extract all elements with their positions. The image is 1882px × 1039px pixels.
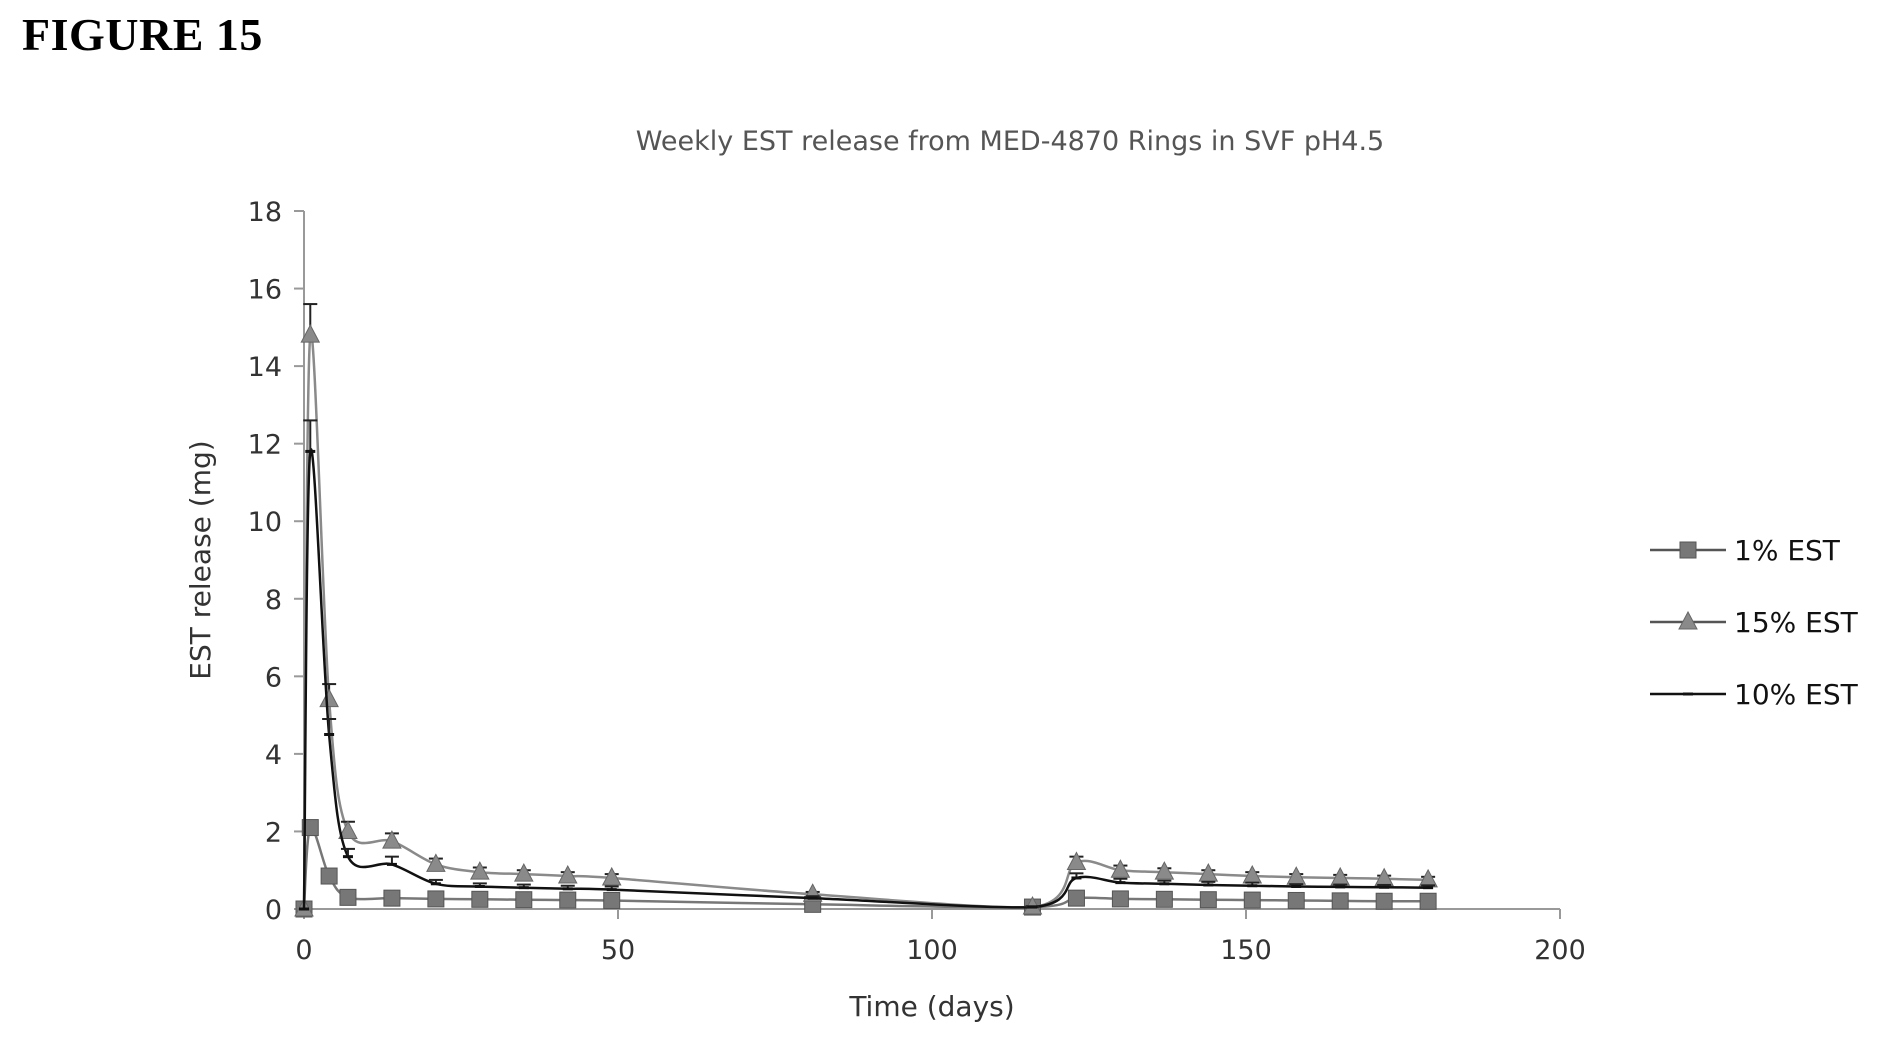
triangle-marker <box>320 690 338 707</box>
triangle-marker <box>1331 868 1349 885</box>
legend-item: 10% EST <box>1650 678 1859 711</box>
x-tick-group: 0 50 100 150 200 <box>295 909 1585 966</box>
square-marker <box>1200 892 1216 908</box>
square-marker <box>1156 891 1172 907</box>
series-10-est <box>299 420 1435 909</box>
triangle-marker <box>1679 612 1697 629</box>
y-tick-label: 0 <box>265 895 282 926</box>
y-tick-group: 0 2 4 6 8 10 12 14 16 18 <box>248 197 304 926</box>
square-marker <box>1680 542 1696 558</box>
y-tick-label: 18 <box>248 197 282 228</box>
y-tick-label: 16 <box>248 275 282 306</box>
series-line <box>304 449 1428 909</box>
chart-axes <box>304 211 1560 909</box>
legend-item: 15% EST <box>1650 606 1859 639</box>
square-marker <box>340 889 356 905</box>
square-marker <box>516 892 532 908</box>
y-tick-label: 2 <box>265 817 282 848</box>
square-marker <box>384 890 400 906</box>
series-line <box>304 333 1428 909</box>
chart-title: Weekly EST release from MED-4870 Rings i… <box>636 126 1384 157</box>
x-tick-label: 100 <box>906 935 958 966</box>
y-tick-label: 4 <box>265 740 282 771</box>
triangle-marker <box>1287 867 1305 884</box>
square-marker <box>1376 893 1392 909</box>
y-tick-label: 14 <box>248 352 282 383</box>
square-marker <box>472 891 488 907</box>
legend-label: 10% EST <box>1734 678 1859 711</box>
legend-label: 15% EST <box>1734 606 1859 639</box>
square-marker <box>1332 893 1348 909</box>
square-marker <box>1420 893 1436 909</box>
square-marker <box>1244 892 1260 908</box>
y-tick-label: 6 <box>265 662 282 693</box>
y-axis-label: EST release (mg) <box>184 440 217 679</box>
square-marker <box>1288 892 1304 908</box>
series-15-est <box>295 304 1437 916</box>
legend-item: 1% EST <box>1650 534 1841 567</box>
square-marker <box>428 891 444 907</box>
square-marker <box>560 892 576 908</box>
square-marker <box>321 868 337 884</box>
x-tick-label: 200 <box>1534 935 1586 966</box>
plot-series-group <box>295 304 1437 917</box>
x-axis-label: Time (days) <box>848 990 1014 1023</box>
triangle-marker <box>515 864 533 881</box>
triangle-marker <box>1375 869 1393 886</box>
x-tick-label: 50 <box>601 935 635 966</box>
legend-label: 1% EST <box>1734 534 1841 567</box>
square-marker <box>1112 891 1128 907</box>
series-1-est <box>296 820 1436 917</box>
x-tick-label: 0 <box>295 935 312 966</box>
x-tick-label: 150 <box>1220 935 1272 966</box>
triangle-marker <box>1155 862 1173 879</box>
y-tick-label: 10 <box>248 507 282 538</box>
square-marker <box>604 892 620 908</box>
square-marker <box>1068 890 1084 906</box>
y-tick-label: 12 <box>248 430 282 461</box>
chart-legend: 1% EST 15% EST 10% EST <box>1650 534 1859 711</box>
y-tick-label: 8 <box>265 585 282 616</box>
